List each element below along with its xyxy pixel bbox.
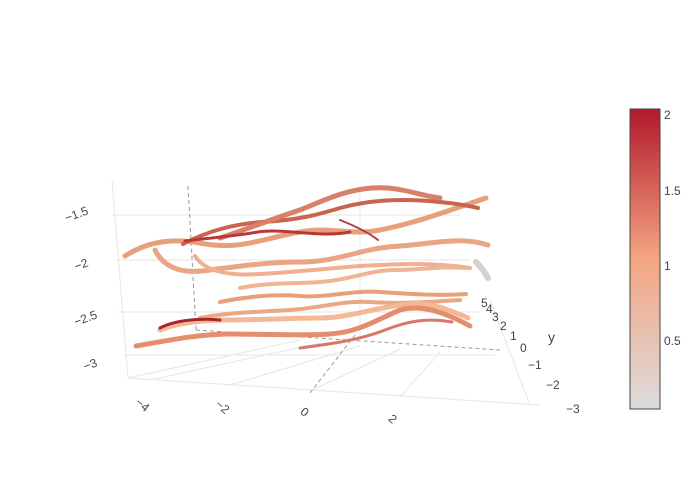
streamtube-5 [152, 238, 491, 274]
x-axis-ticks: −4 −2 0 2 [133, 395, 400, 426]
streamtube-4 [183, 229, 352, 243]
y-tick-label: −2 [546, 378, 560, 392]
streamtubes-layer [122, 185, 491, 350]
y-axis-ticks: −3 −2 −1 0 1 2 3 4 5 y [481, 296, 580, 416]
z-tick-label: −1.5 [63, 204, 90, 225]
colorbar-tick-label: 1.5 [664, 184, 681, 198]
colorbar-tick-label: 2 [664, 108, 671, 122]
y-tick-label: 5 [481, 296, 488, 310]
streamtube-2 [181, 198, 480, 246]
y-tick-label: 2 [500, 319, 507, 333]
y-tick-label: 1 [510, 329, 517, 343]
streamtube-12 [133, 305, 473, 349]
y-tick-label: −3 [566, 402, 580, 416]
streamtube-9 [218, 289, 468, 304]
colorbar-gradient [629, 108, 661, 410]
colorbar: 0.5 1 1.5 2 [629, 108, 681, 410]
y-tick-label: 3 [492, 310, 499, 324]
z-tick-label: −2 [72, 256, 90, 274]
z-tick-label: −3 [81, 356, 99, 374]
streamtube-6 [193, 254, 472, 277]
y-axis-title: y [548, 329, 555, 345]
z-axis-ticks: −3 −2.5 −2 −1.5 [63, 204, 99, 374]
y-tick-label: 0 [520, 341, 527, 355]
streamtube-8 [238, 265, 472, 290]
streamtube-14 [298, 318, 454, 350]
colorbar-tick-label: 1 [664, 259, 671, 273]
x-tick-label: 0 [298, 404, 312, 419]
x-tick-label: −2 [213, 397, 233, 417]
y-tick-label: −1 [528, 358, 542, 372]
streamtube-15 [339, 219, 379, 241]
x-tick-label: −4 [133, 395, 153, 415]
streamtube-7 [473, 259, 491, 281]
streamtube-3 [217, 185, 443, 241]
x-tick-label: 2 [386, 411, 400, 426]
colorbar-tick-label: 0.5 [664, 334, 681, 348]
streamtube-13 [158, 317, 222, 330]
z-tick-label: −2.5 [72, 308, 99, 329]
y-tick-label: 4 [486, 302, 493, 316]
